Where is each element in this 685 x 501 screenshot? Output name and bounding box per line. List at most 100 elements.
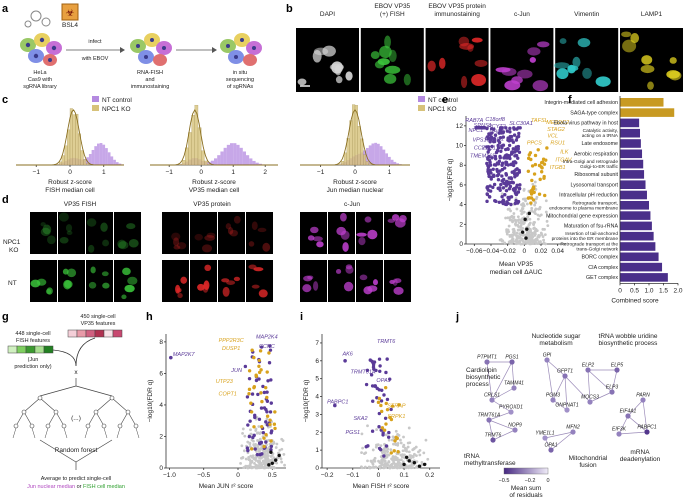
e-grey-point <box>520 238 524 242</box>
f-term-label: GET complex <box>586 275 618 281</box>
e-hit-point <box>512 126 516 130</box>
i-hit-point <box>377 388 381 392</box>
e-hit-point <box>490 144 494 149</box>
times-symbol: x <box>74 369 78 376</box>
h-hit-point <box>265 399 270 403</box>
i-grey-point <box>385 455 389 459</box>
e-grey-point <box>516 223 520 227</box>
panel-h: h −1.0 −0.5 0 0.5 0 2 4 6 8 −log10(FDR q) MAP2K7 JU… <box>146 311 286 490</box>
i-hit-point <box>383 385 388 390</box>
e-hit-point <box>508 156 512 161</box>
e-grey-point <box>518 236 522 240</box>
e-grey-point <box>529 229 532 233</box>
i-grey-point <box>409 454 413 458</box>
cell-blob <box>427 60 436 72</box>
h-grey-point <box>259 455 263 459</box>
i-hit-point <box>385 397 390 402</box>
e-grey-point <box>535 195 539 199</box>
e-hit-point <box>544 158 548 162</box>
e-hit-point <box>545 146 549 150</box>
montage-cell <box>47 235 56 245</box>
i-grey-point <box>424 438 428 442</box>
tree-edge <box>87 411 97 427</box>
network-gene-label: OPA1 <box>545 442 558 448</box>
step2-line3: immunostaining <box>131 84 170 90</box>
e-hit-point <box>493 133 498 137</box>
montage-cell <box>201 244 213 253</box>
e-hit-point <box>486 168 490 173</box>
i-yticklabel: 6 <box>315 358 319 365</box>
i-hit-point <box>387 435 391 439</box>
e-hit-point <box>529 157 533 162</box>
nt-bar <box>236 144 240 165</box>
ko-bar <box>61 155 65 166</box>
e-hit-point <box>509 134 514 139</box>
i-grey-point <box>420 463 424 466</box>
e-hit-point <box>537 192 542 196</box>
f-xlabel: Combined score <box>611 297 659 304</box>
tree-node <box>13 423 19 429</box>
e-control-point <box>520 230 525 234</box>
montage-tile <box>58 260 85 302</box>
f-bar <box>620 159 644 169</box>
f-bar <box>620 98 664 107</box>
ko-bar <box>80 150 84 166</box>
e-gene-label: PCYT2 <box>488 124 506 130</box>
h-hit-point <box>255 452 260 457</box>
i-hit-point <box>384 370 388 375</box>
h-hit-point <box>264 440 268 444</box>
h-control-point <box>269 450 273 454</box>
h-yticklabel: 6 <box>159 370 163 377</box>
f-term-label: proteins into the ER membrane <box>552 236 619 242</box>
e-hit-point <box>495 149 500 153</box>
e-hit-point <box>512 188 516 192</box>
i-hit-point <box>382 454 386 458</box>
h-grey-point <box>262 459 266 463</box>
merge-lines <box>52 337 96 367</box>
cluster-label: process <box>466 381 490 388</box>
h-hit-point <box>259 406 264 410</box>
i-grey-point <box>371 448 375 452</box>
e-control-point <box>523 217 527 222</box>
e-hit-point <box>510 150 514 154</box>
e-gene-label: TAFSL <box>531 118 548 124</box>
network-node <box>562 373 568 379</box>
tree-node <box>21 409 27 415</box>
c-ticklabel: 0 <box>199 169 203 176</box>
h-hit-point <box>245 395 250 399</box>
h-hit-point <box>250 392 255 396</box>
i-grey-point <box>394 442 398 446</box>
montage-cell <box>251 221 258 230</box>
i-control-point <box>404 455 409 459</box>
montage-cell <box>316 241 324 248</box>
ko-bar <box>365 161 369 166</box>
e-hit-point <box>488 132 492 137</box>
e-hit-point <box>536 148 540 152</box>
cell-blob <box>459 42 475 50</box>
ko-bar <box>368 163 372 166</box>
h-hit-point <box>272 422 277 426</box>
network-gene-label: GPI <box>543 352 552 358</box>
e-grey-point <box>536 242 540 245</box>
e-yticklabel: 8 <box>459 162 463 169</box>
montage-tiles <box>30 212 411 302</box>
h-xlabel: Mean JUN r² score <box>199 483 254 490</box>
nt-bar <box>102 144 106 165</box>
d-row-npc1: NPC1 <box>3 239 21 246</box>
ko-bar <box>363 154 367 166</box>
h-hit-point <box>264 385 268 390</box>
montage-cell <box>117 239 127 249</box>
i-hit-point <box>385 357 389 361</box>
e-hit-point <box>485 126 489 131</box>
e-grey-point <box>537 207 540 211</box>
tree-edge <box>47 411 57 427</box>
montage-cell <box>86 218 97 227</box>
panel-f: f Integrin-mediated cell adhesion SAGA-ty… <box>544 94 683 304</box>
network-gene-label: TAMM41 <box>504 380 524 386</box>
e-gene-label: C18orf8 <box>485 117 506 123</box>
montage-cell <box>372 279 378 286</box>
h-hit-point <box>264 420 268 424</box>
e-hit-point <box>486 155 490 160</box>
e-hit-point <box>518 183 522 187</box>
e-grey-point <box>520 206 524 210</box>
